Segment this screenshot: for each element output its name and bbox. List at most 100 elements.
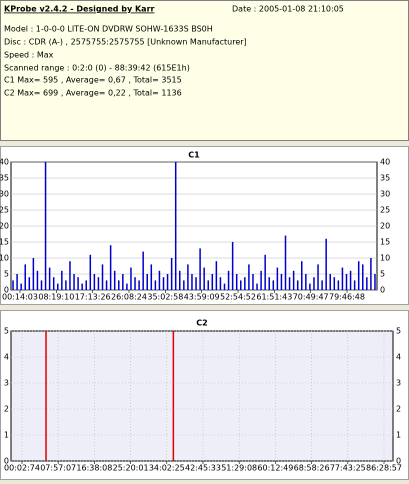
x-tick-label: 16:38:08: [76, 464, 112, 473]
bar: [353, 280, 356, 290]
y-tick-label: 15: [380, 238, 390, 247]
x-tick-label: 35:02:58: [147, 293, 183, 302]
bar: [227, 270, 230, 290]
bar: [45, 331, 47, 461]
x-tick-label: 42:45:33: [185, 464, 221, 473]
bar: [329, 274, 331, 290]
bar: [118, 280, 120, 290]
y-tick-label: 40: [0, 158, 9, 167]
bar: [61, 270, 63, 290]
bar: [69, 261, 71, 290]
y-tick-label: 5: [4, 270, 9, 279]
x-tick-label: 52:54:52: [220, 293, 256, 302]
x-tick-label: 61:51:43: [256, 293, 292, 302]
bar: [288, 277, 291, 290]
bar: [85, 280, 87, 290]
bar: [333, 277, 336, 290]
bar: [138, 280, 140, 290]
info-line: Scanned range : 0:2:0 (0) - 88:39:42 (61…: [4, 64, 190, 73]
bar: [357, 261, 360, 290]
bar: [20, 283, 22, 290]
bar: [248, 264, 250, 290]
x-tick-label: 60:12:49: [257, 464, 293, 473]
bar: [16, 274, 18, 290]
plot-area: [10, 330, 394, 462]
chart-title: C2: [196, 319, 207, 328]
bar: [345, 274, 348, 290]
bar: [40, 280, 43, 290]
bar: [170, 258, 173, 290]
bar: [142, 251, 144, 290]
bar: [317, 264, 319, 290]
bar: [89, 254, 92, 290]
bar: [337, 280, 340, 290]
bar: [244, 277, 246, 290]
y-tick-label: 10: [0, 254, 9, 263]
x-tick-label: 70:49:47: [293, 293, 329, 302]
x-tick-label: 00:14:03: [2, 293, 38, 302]
info-line: C2 Max= 699 , Average= 0,22 , Total= 113…: [4, 89, 182, 98]
app-title: KProbe v2.4.2 - Designed by Karr: [4, 5, 155, 14]
y-tick-label: 25: [380, 206, 390, 215]
x-tick-label: 77:43:25: [330, 464, 366, 473]
y-tick-label: 0: [396, 457, 401, 466]
y-tick-label: 35: [380, 174, 390, 183]
bar: [374, 274, 376, 290]
bar: [179, 270, 181, 290]
bar: [113, 270, 116, 290]
x-tick-label: 34:02:25: [149, 464, 185, 473]
info-line: C1 Max= 595 , Average= 0,67 , Total= 351…: [4, 76, 182, 85]
bar: [183, 280, 185, 290]
info-line: Model : 1-0-0-0 LITE-ON DVDRW SOHW-1633S…: [4, 25, 213, 34]
bar: [130, 267, 132, 290]
x-tick-label: 51:29:08: [221, 464, 257, 473]
x-tick-label: 86:28:57: [366, 464, 402, 473]
bar: [203, 267, 205, 290]
y-tick-label: 10: [380, 254, 390, 263]
y-tick-label: 2: [4, 405, 9, 414]
bar: [28, 277, 31, 290]
bar: [341, 267, 344, 290]
y-tick-label: 3: [396, 379, 401, 388]
y-tick-label: 1: [4, 431, 9, 440]
y-tick-label: 5: [380, 270, 385, 279]
bar: [105, 280, 108, 290]
bar: [256, 283, 258, 290]
bar: [154, 280, 157, 290]
chart-title: C1: [188, 151, 200, 160]
bar: [199, 248, 201, 290]
bar: [284, 235, 287, 290]
y-tick-label: 0: [380, 286, 385, 295]
bar: [366, 277, 368, 290]
bar: [264, 254, 266, 290]
y-tick-label: 1: [396, 431, 401, 440]
bar: [235, 274, 238, 290]
bar: [146, 274, 148, 290]
y-tick-label: 4: [396, 353, 401, 362]
bar: [162, 277, 165, 290]
bar: [172, 331, 175, 461]
bar: [321, 280, 323, 290]
x-tick-label: 17:13:26: [75, 293, 111, 302]
x-tick-label: 26:08:24: [111, 293, 147, 302]
bar: [101, 264, 104, 290]
y-tick-label: 35: [0, 174, 9, 183]
bar: [36, 270, 39, 290]
bar: [309, 283, 311, 290]
bar: [219, 277, 222, 290]
bar: [77, 277, 79, 290]
y-tick-label: 30: [380, 190, 390, 199]
bar: [195, 277, 197, 290]
bar: [325, 238, 327, 290]
bar: [73, 274, 75, 290]
info-panel: [0, 0, 409, 141]
info-line: Speed : Max: [4, 51, 54, 60]
bar: [158, 270, 161, 290]
bar: [280, 274, 283, 290]
x-tick-label: 43:59:09: [184, 293, 220, 302]
bar: [370, 258, 372, 290]
bar: [97, 277, 100, 290]
bar: [301, 261, 303, 290]
